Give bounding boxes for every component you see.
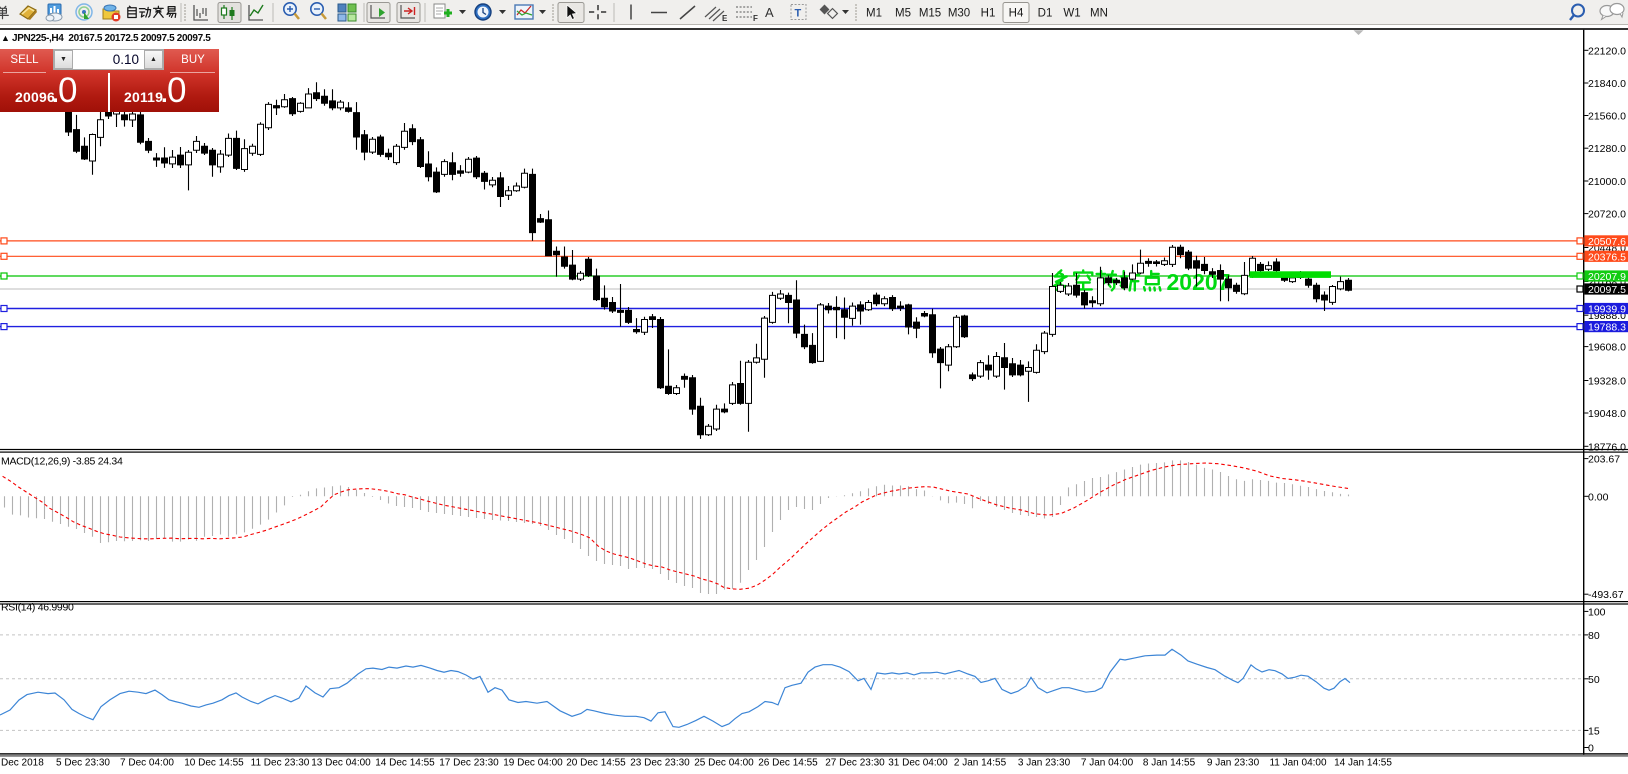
svg-text:D1: D1 bbox=[1038, 8, 1053, 20]
svg-text:19048.0: 19048.0 bbox=[1588, 408, 1626, 420]
svg-text:20376.5: 20376.5 bbox=[1588, 251, 1626, 263]
svg-text:M1: M1 bbox=[866, 8, 882, 20]
svg-text:0: 0 bbox=[1588, 743, 1594, 755]
svg-text:21840.0: 21840.0 bbox=[1588, 78, 1626, 90]
svg-text:7 Jan 04:00: 7 Jan 04:00 bbox=[1081, 758, 1134, 769]
svg-text:10 Dec 14:55: 10 Dec 14:55 bbox=[184, 758, 244, 769]
svg-text:21280.0: 21280.0 bbox=[1588, 143, 1626, 155]
svg-text:13 Dec 04:00: 13 Dec 04:00 bbox=[311, 758, 371, 769]
svg-text:Dec 2018: Dec 2018 bbox=[1, 758, 44, 769]
svg-text:21000.0: 21000.0 bbox=[1588, 176, 1626, 188]
svg-text:27 Dec 23:30: 27 Dec 23:30 bbox=[825, 758, 885, 769]
svg-text:F: F bbox=[753, 14, 758, 23]
svg-text:M5: M5 bbox=[895, 8, 911, 20]
svg-text:11 Jan 04:00: 11 Jan 04:00 bbox=[1269, 758, 1327, 769]
svg-text:19939.9: 19939.9 bbox=[1588, 304, 1626, 316]
svg-text:20720.0: 20720.0 bbox=[1588, 209, 1626, 221]
svg-text:17 Dec 23:30: 17 Dec 23:30 bbox=[439, 758, 499, 769]
svg-text:19328.0: 19328.0 bbox=[1588, 376, 1626, 388]
svg-text:20 Dec 14:55: 20 Dec 14:55 bbox=[566, 758, 626, 769]
svg-text:15: 15 bbox=[1588, 725, 1600, 737]
svg-text:M30: M30 bbox=[948, 8, 970, 20]
svg-text:26 Dec 14:55: 26 Dec 14:55 bbox=[758, 758, 818, 769]
svg-text:203.67: 203.67 bbox=[1588, 454, 1620, 466]
svg-text:7 Dec 04:00: 7 Dec 04:00 bbox=[120, 758, 174, 769]
svg-text:19788.3: 19788.3 bbox=[1588, 322, 1626, 334]
svg-text:80: 80 bbox=[1588, 630, 1600, 642]
svg-text:19608.0: 19608.0 bbox=[1588, 342, 1626, 354]
svg-text:M15: M15 bbox=[919, 8, 941, 20]
svg-text:MN: MN bbox=[1090, 8, 1108, 20]
svg-text:5 Dec 23:30: 5 Dec 23:30 bbox=[56, 758, 110, 769]
svg-text:14 Jan 14:55: 14 Jan 14:55 bbox=[1334, 758, 1392, 769]
svg-text:9 Jan 23:30: 9 Jan 23:30 bbox=[1207, 758, 1260, 769]
svg-text:19 Dec 04:00: 19 Dec 04:00 bbox=[503, 758, 563, 769]
svg-text:11 Dec 23:30: 11 Dec 23:30 bbox=[251, 758, 310, 769]
svg-text:E: E bbox=[722, 14, 728, 23]
svg-text:20507.6: 20507.6 bbox=[1588, 236, 1626, 248]
svg-text:14 Dec 14:55: 14 Dec 14:55 bbox=[375, 758, 435, 769]
svg-text:20097.5: 20097.5 bbox=[1588, 284, 1626, 296]
svg-text:8 Jan 14:55: 8 Jan 14:55 bbox=[1143, 758, 1196, 769]
svg-text:25 Dec 04:00: 25 Dec 04:00 bbox=[694, 758, 754, 769]
svg-text:23 Dec 23:30: 23 Dec 23:30 bbox=[630, 758, 690, 769]
svg-text:T: T bbox=[795, 8, 802, 20]
svg-text:2 Jan 14:55: 2 Jan 14:55 bbox=[954, 758, 1007, 769]
svg-text:A: A bbox=[765, 5, 774, 20]
svg-text:100: 100 bbox=[1588, 606, 1606, 618]
svg-text:RSI(14) 46.9990: RSI(14) 46.9990 bbox=[1, 602, 74, 614]
svg-text:50: 50 bbox=[1588, 674, 1600, 686]
svg-text:-493.67: -493.67 bbox=[1588, 589, 1624, 601]
svg-text:18776.0: 18776.0 bbox=[1588, 441, 1626, 453]
svg-text:22120.0: 22120.0 bbox=[1588, 45, 1626, 57]
svg-text:H1: H1 bbox=[981, 8, 996, 20]
svg-text:31 Dec 04:00: 31 Dec 04:00 bbox=[888, 758, 948, 769]
svg-text:MACD(12,26,9) -3.85 24.34: MACD(12,26,9) -3.85 24.34 bbox=[1, 456, 123, 468]
svg-text:21560.0: 21560.0 bbox=[1588, 111, 1626, 123]
svg-text:W1: W1 bbox=[1063, 8, 1080, 20]
svg-text:3 Jan 23:30: 3 Jan 23:30 bbox=[1018, 758, 1071, 769]
svg-text:H4: H4 bbox=[1009, 8, 1024, 20]
svg-text:20207.9: 20207.9 bbox=[1588, 271, 1626, 283]
svg-text:0.00: 0.00 bbox=[1588, 491, 1609, 503]
